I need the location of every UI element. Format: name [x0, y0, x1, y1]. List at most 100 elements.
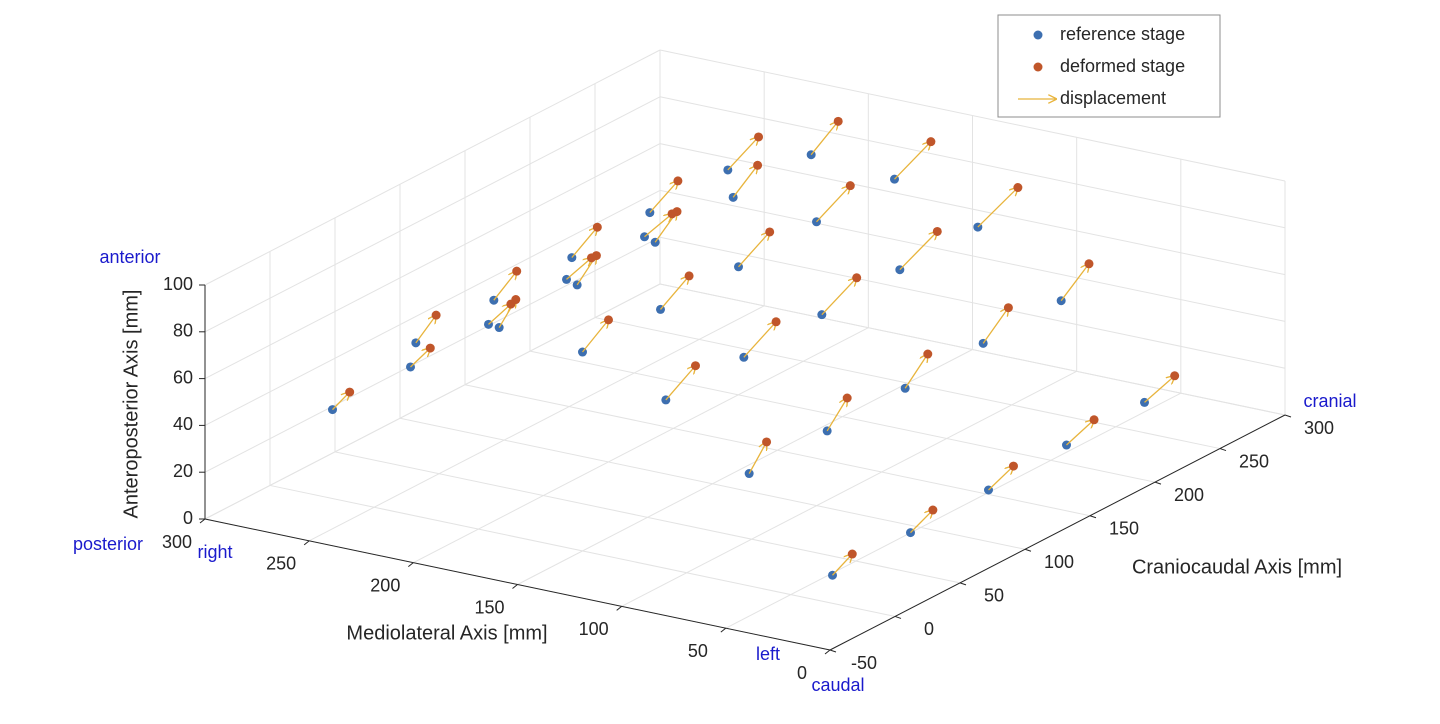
- x-axis-title: Mediolateral Axis [mm]: [346, 622, 547, 644]
- deformed-point: [847, 549, 857, 559]
- tick-mark: [1089, 515, 1097, 519]
- z-axis-title: Anteroposterior Axis [mm]: [120, 290, 142, 519]
- displacement-arrow: [649, 181, 678, 214]
- y-tick-label: 150: [1109, 518, 1139, 538]
- tick-mark: [959, 582, 967, 586]
- direction-label: cranial: [1303, 391, 1356, 411]
- grid-line: [334, 451, 961, 584]
- tick-mark: [616, 605, 622, 611]
- displacement-arrow: [566, 258, 592, 280]
- displacement-arrow: [415, 315, 436, 344]
- legend-label: displacement: [1060, 88, 1166, 108]
- displacement-arrow: [1060, 264, 1089, 302]
- legend-label: deformed stage: [1060, 56, 1185, 76]
- displacement-arrow: [1066, 420, 1095, 446]
- tick-mark: [512, 584, 518, 589]
- displacement-arrow: [982, 308, 1008, 344]
- deformed-point: [673, 176, 683, 186]
- displacement-arrow: [732, 165, 757, 198]
- tick-mark: [894, 615, 902, 619]
- displacement-arrow: [1144, 376, 1175, 403]
- grid-line: [204, 236, 661, 473]
- displacement-arrow: [660, 276, 690, 310]
- displacement-arrow: [727, 137, 759, 171]
- y-tick-label: 300: [1304, 418, 1334, 438]
- displacement-arrow: [977, 188, 1018, 228]
- deformed-point: [1008, 461, 1018, 471]
- grid-line: [659, 49, 1286, 182]
- x-tick-label: 50: [688, 641, 708, 661]
- deformed-point: [1089, 415, 1099, 425]
- displacement-arrow: [410, 348, 431, 368]
- tick-mark: [408, 562, 414, 568]
- grid-line: [621, 370, 1077, 607]
- deformed-point: [762, 437, 772, 447]
- grid-line: [464, 384, 1091, 517]
- deformed-point: [754, 132, 764, 142]
- deformed-point: [431, 310, 441, 320]
- tick-mark: [720, 627, 727, 633]
- y-tick-label: 100: [1044, 552, 1074, 572]
- deformed-point: [771, 317, 781, 327]
- grid-line: [659, 96, 1286, 229]
- x-tick-label: 200: [370, 575, 400, 595]
- tick-mark: [1154, 481, 1162, 485]
- grid-line: [517, 349, 973, 585]
- deformed-point: [512, 266, 522, 276]
- deformed-point: [1003, 303, 1013, 313]
- displacement-arrow: [826, 398, 847, 432]
- deformed-point: [690, 361, 700, 371]
- deformed-point: [1084, 259, 1094, 269]
- direction-label: anterior: [99, 247, 160, 267]
- deformed-point: [1013, 183, 1023, 193]
- x-tick-label: 300: [162, 532, 192, 552]
- grid-line: [659, 283, 1286, 416]
- grid-line: [204, 143, 661, 380]
- displacement-arrow: [821, 278, 857, 316]
- direction-label: right: [197, 542, 232, 562]
- displacement-arrow: [581, 320, 609, 353]
- y-axis-line: [829, 414, 1286, 651]
- deformed-point: [842, 393, 852, 403]
- tick-mark: [829, 649, 837, 653]
- grid-line: [204, 189, 661, 426]
- displacement-arrow: [910, 510, 933, 534]
- deformed-point: [932, 226, 942, 236]
- deformed-point: [592, 222, 602, 232]
- tick-mark: [1024, 548, 1032, 552]
- tick-mark: [303, 540, 310, 546]
- displacement-arrow: [904, 354, 928, 389]
- displacement-arrow: [571, 227, 597, 259]
- grid-line: [594, 317, 1221, 450]
- displacement-arrow: [665, 366, 696, 401]
- grid-line: [308, 305, 765, 542]
- tick-mark: [199, 518, 206, 524]
- grid-line: [204, 283, 661, 520]
- deformed-point: [684, 271, 694, 281]
- x-tick-label: 0: [797, 663, 807, 683]
- displacement-arrow: [743, 322, 776, 358]
- grid-line: [529, 350, 1156, 483]
- y-axis-title: Craniocaudal Axis [mm]: [1132, 556, 1342, 578]
- direction-label: posterior: [73, 534, 143, 554]
- direction-label: left: [756, 644, 780, 664]
- y-tick-label: 0: [924, 619, 934, 639]
- x-tick-label: 250: [266, 554, 296, 574]
- displacement-arrow: [644, 214, 673, 238]
- deformed-point: [506, 299, 516, 309]
- grid-line: [659, 189, 1286, 322]
- displacement-arrow: [894, 142, 931, 180]
- legend: reference stage deformed stage displacemen…: [997, 14, 1221, 118]
- grid-line: [204, 49, 661, 286]
- displacement-arrow: [493, 271, 517, 301]
- displacement-arrow: [738, 232, 770, 268]
- displacement-arrow: [816, 186, 851, 223]
- deformed-point: [928, 505, 938, 515]
- z-tick-label: 60: [173, 367, 193, 387]
- legend-marker: [1033, 30, 1043, 40]
- deformed-point: [1170, 371, 1180, 381]
- grid-line: [204, 96, 661, 333]
- deformed-point: [345, 387, 355, 397]
- y-tick-label: 200: [1174, 485, 1204, 505]
